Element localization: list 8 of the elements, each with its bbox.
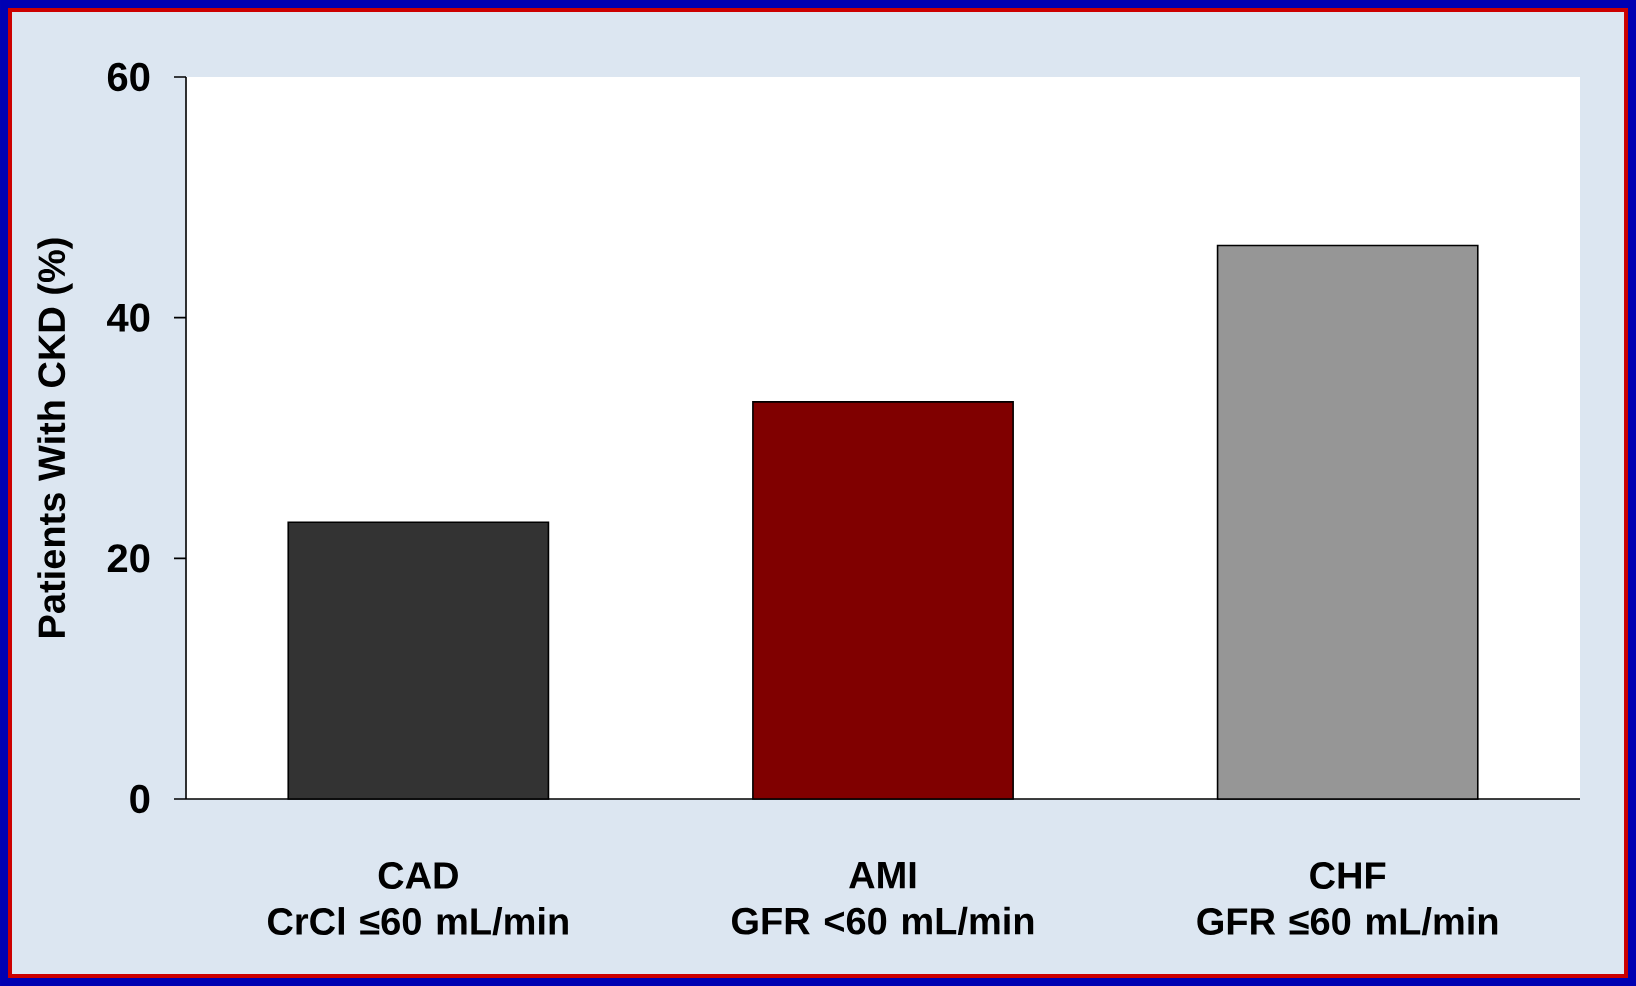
y-tick-label: 60 — [107, 62, 150, 92]
y-tick-label: 0 — [130, 784, 150, 814]
y-tick-label: 40 — [107, 303, 150, 332]
x-tick-label: CHF GFR ≤60 mL/min — [1197, 862, 1498, 936]
y-axis-title: Patients With CKD (%) — [37, 238, 73, 637]
y-tick-label: 20 — [107, 544, 150, 573]
x-tick-label: AMI GFR <60 mL/min — [732, 862, 1034, 935]
x-tick-label: CAD CrCl ≤60 mL/min — [268, 862, 568, 936]
